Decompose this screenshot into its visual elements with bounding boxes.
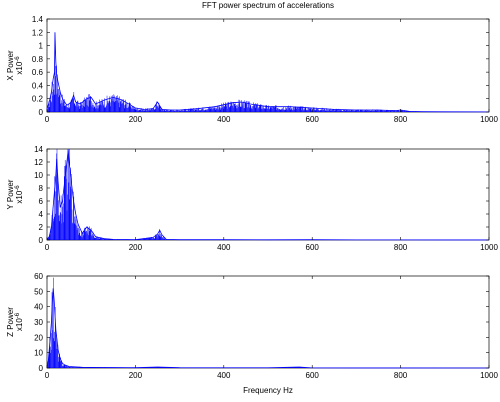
x-tick-label: 600 xyxy=(306,243,320,252)
y-exponent-label: x10-6 xyxy=(15,312,24,331)
y-tick-label: 8 xyxy=(39,184,44,193)
y-tick-label: 12 xyxy=(34,158,43,167)
x-tick-label: 600 xyxy=(306,371,320,380)
x-tick-label: 1000 xyxy=(480,371,498,380)
spectrum-envelope xyxy=(46,288,490,369)
y-tick-label: 60 xyxy=(34,272,43,281)
y-tick-label: 1.4 xyxy=(32,15,44,24)
y-tick-label: 0.2 xyxy=(32,95,44,104)
y-tick-label: 0 xyxy=(39,364,44,373)
y-tick-label: 30 xyxy=(34,318,43,327)
x-tick-label: 800 xyxy=(394,115,408,124)
y-tick-label: 40 xyxy=(34,303,43,312)
y-tick-label: 4 xyxy=(39,210,44,219)
y-tick-label: 10 xyxy=(34,349,43,358)
x-tick-label: 600 xyxy=(306,115,320,124)
x-axis-label: Frequency Hz xyxy=(243,386,293,395)
y-tick-label: 0 xyxy=(39,108,44,117)
x-tick-label: 1000 xyxy=(480,243,498,252)
y-tick-label: 50 xyxy=(34,287,43,296)
subplot-1: 0 200 400 600 800 1000 0 0.2 0.4 0.6 0.8 1 1.2 1.4 X P… xyxy=(6,15,498,124)
figure-title: FFT power spectrum of accelerations xyxy=(202,1,334,10)
y-tick-label: 0.8 xyxy=(32,55,44,64)
x-tick-label: 0 xyxy=(45,243,50,252)
x-tick-label: 200 xyxy=(129,371,143,380)
y-axis-label: Y Power xyxy=(6,179,15,209)
x-tick-label: 0 xyxy=(45,371,50,380)
y-axis-label: Z Power xyxy=(6,307,15,337)
x-tick-label: 800 xyxy=(394,243,408,252)
y-tick-label: 0.4 xyxy=(32,81,44,90)
y-tick-label: 1 xyxy=(39,42,44,51)
x-tick-label: 800 xyxy=(394,371,408,380)
y-tick-label: 10 xyxy=(34,171,43,180)
y-tick-label: 6 xyxy=(39,197,44,206)
x-tick-label: 400 xyxy=(217,243,231,252)
y-axis-label: X Power xyxy=(6,50,15,81)
y-tick-label: 20 xyxy=(34,333,43,342)
y-tick-label: 1.2 xyxy=(32,28,44,37)
x-tick-label: 1000 xyxy=(480,115,498,124)
axes-box xyxy=(46,275,490,369)
x-tick-label: 400 xyxy=(217,115,231,124)
x-tick-label: 400 xyxy=(217,371,231,380)
axes-box xyxy=(46,148,490,241)
x-tick-label: 0 xyxy=(45,115,50,124)
spectrum-envelope xyxy=(46,32,490,113)
y-exponent-label: x10-6 xyxy=(15,56,24,75)
x-tick-label: 200 xyxy=(129,243,143,252)
axes-box xyxy=(46,18,490,113)
y-tick-label: 14 xyxy=(34,145,43,154)
y-tick-label: 0 xyxy=(39,236,44,245)
x-tick-label: 200 xyxy=(129,115,143,124)
y-tick-label: 2 xyxy=(39,223,44,232)
y-tick-label: 0.6 xyxy=(32,68,44,77)
subplot-3: 0 200 400 600 800 1000 0 10 20 30 40 50 60 Z Power x10… xyxy=(6,272,498,380)
y-exponent-label: x10-6 xyxy=(15,185,24,204)
subplot-2: 0 200 400 600 800 1000 0 2 4 6 8 10 12 14 Y Power x10-6 xyxy=(6,145,498,252)
